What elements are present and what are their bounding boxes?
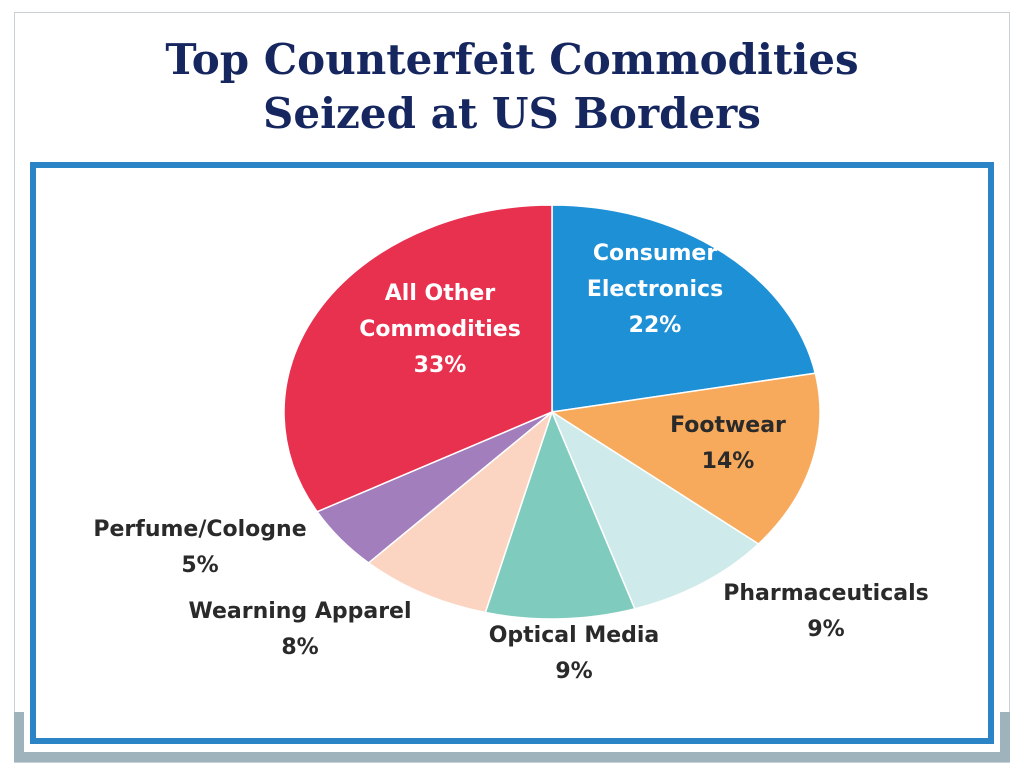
slice-label-optical-media: Optical Media xyxy=(489,623,660,648)
pie-slice-pharmaceuticals xyxy=(550,410,760,610)
pie-slice-consumer-electronics xyxy=(551,204,817,413)
slice-label-all-other-commodities: All Other xyxy=(385,281,496,306)
pie-slice-footwear xyxy=(549,372,821,545)
slice-label-wearning-apparel: Wearning Apparel xyxy=(188,599,411,624)
pie-slice-wearning-apparel xyxy=(367,409,554,614)
slice-label-perfume-cologne: Perfume/Cologne xyxy=(93,517,306,542)
value-label-perfume-cologne: 5% xyxy=(181,553,218,578)
slide-decoration-left xyxy=(14,712,24,762)
value-label-consumer-electronics: 22% xyxy=(629,313,682,338)
value-label-all-other-commodities: 33% xyxy=(414,353,467,378)
pie-slice-all-other-commodities xyxy=(283,204,553,513)
value-label-wearning-apparel: 8% xyxy=(281,635,318,660)
value-label-pharmaceuticals: 9% xyxy=(807,617,844,642)
value-label-optical-media: 9% xyxy=(555,659,592,684)
chart-title-line-1: Top Counterfeit Commodities xyxy=(165,35,859,84)
slice-label-pharmaceuticals: Pharmaceuticals xyxy=(723,581,928,606)
slice-label-footwear: Footwear xyxy=(670,413,786,438)
slide-decoration-right xyxy=(1000,712,1010,762)
pie-slice-optical-media xyxy=(484,409,636,620)
slice-label-all-other-commodities: Commodities xyxy=(359,317,521,342)
chart-title-line-2: Seized at US Borders xyxy=(263,89,761,138)
slide-decoration-bottom xyxy=(14,752,1010,762)
slice-label-consumer-electronics: Consumer xyxy=(593,241,718,266)
slice-label-consumer-electronics: Electronics xyxy=(587,277,723,302)
value-label-footwear: 14% xyxy=(702,449,755,474)
